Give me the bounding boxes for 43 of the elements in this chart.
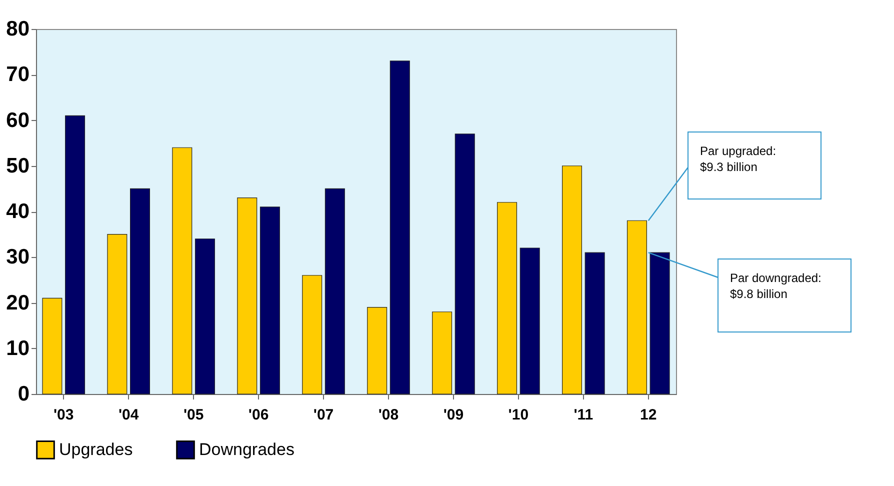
x-tick-label: '03 (53, 406, 74, 424)
y-tick-label: 20 (6, 291, 30, 314)
bar (626, 220, 647, 394)
bar (562, 166, 582, 394)
x-tick-label: '11 (574, 406, 594, 424)
x-tick-label: '04 (118, 406, 140, 424)
annotation: Par upgraded: $9.3 billion (700, 144, 776, 174)
y-tick-label: 70 (6, 63, 30, 86)
annotation: Par downgraded: $9.8 billion (730, 271, 822, 301)
legend-label: Downgrades (199, 440, 294, 459)
bar (172, 147, 192, 394)
x-tick-label: '05 (183, 406, 204, 424)
y-tick-label: 80 (6, 18, 30, 40)
x-tick-label: '07 (313, 406, 334, 424)
bar (194, 238, 215, 394)
x-tick-label: '06 (248, 406, 269, 424)
bar (324, 188, 345, 394)
bar (454, 134, 475, 394)
y-tick-label: 0 (18, 382, 30, 406)
x-tick-label: 12 (640, 406, 657, 424)
bar (260, 206, 280, 394)
bar (520, 248, 540, 394)
bar (65, 115, 86, 394)
bar (42, 298, 62, 394)
legend-label: Upgrades (59, 440, 133, 459)
x-tick-label: '09 (443, 406, 464, 424)
y-tick-label: 60 (6, 108, 30, 132)
bar (390, 60, 410, 394)
x-tick-label: '08 (378, 406, 399, 424)
y-tick-label: 40 (6, 200, 30, 223)
y-tick-label: 10 (6, 336, 30, 360)
y-tick-label: 30 (6, 246, 30, 269)
bar (650, 252, 670, 394)
bar (237, 198, 258, 394)
bar (432, 312, 452, 394)
x-tick-label: '10 (508, 406, 529, 424)
bar (497, 202, 518, 394)
bar (302, 275, 322, 394)
bar (584, 252, 605, 394)
bar (107, 234, 128, 394)
bar (130, 188, 150, 394)
bar (367, 307, 388, 394)
y-tick-label: 50 (6, 154, 30, 178)
